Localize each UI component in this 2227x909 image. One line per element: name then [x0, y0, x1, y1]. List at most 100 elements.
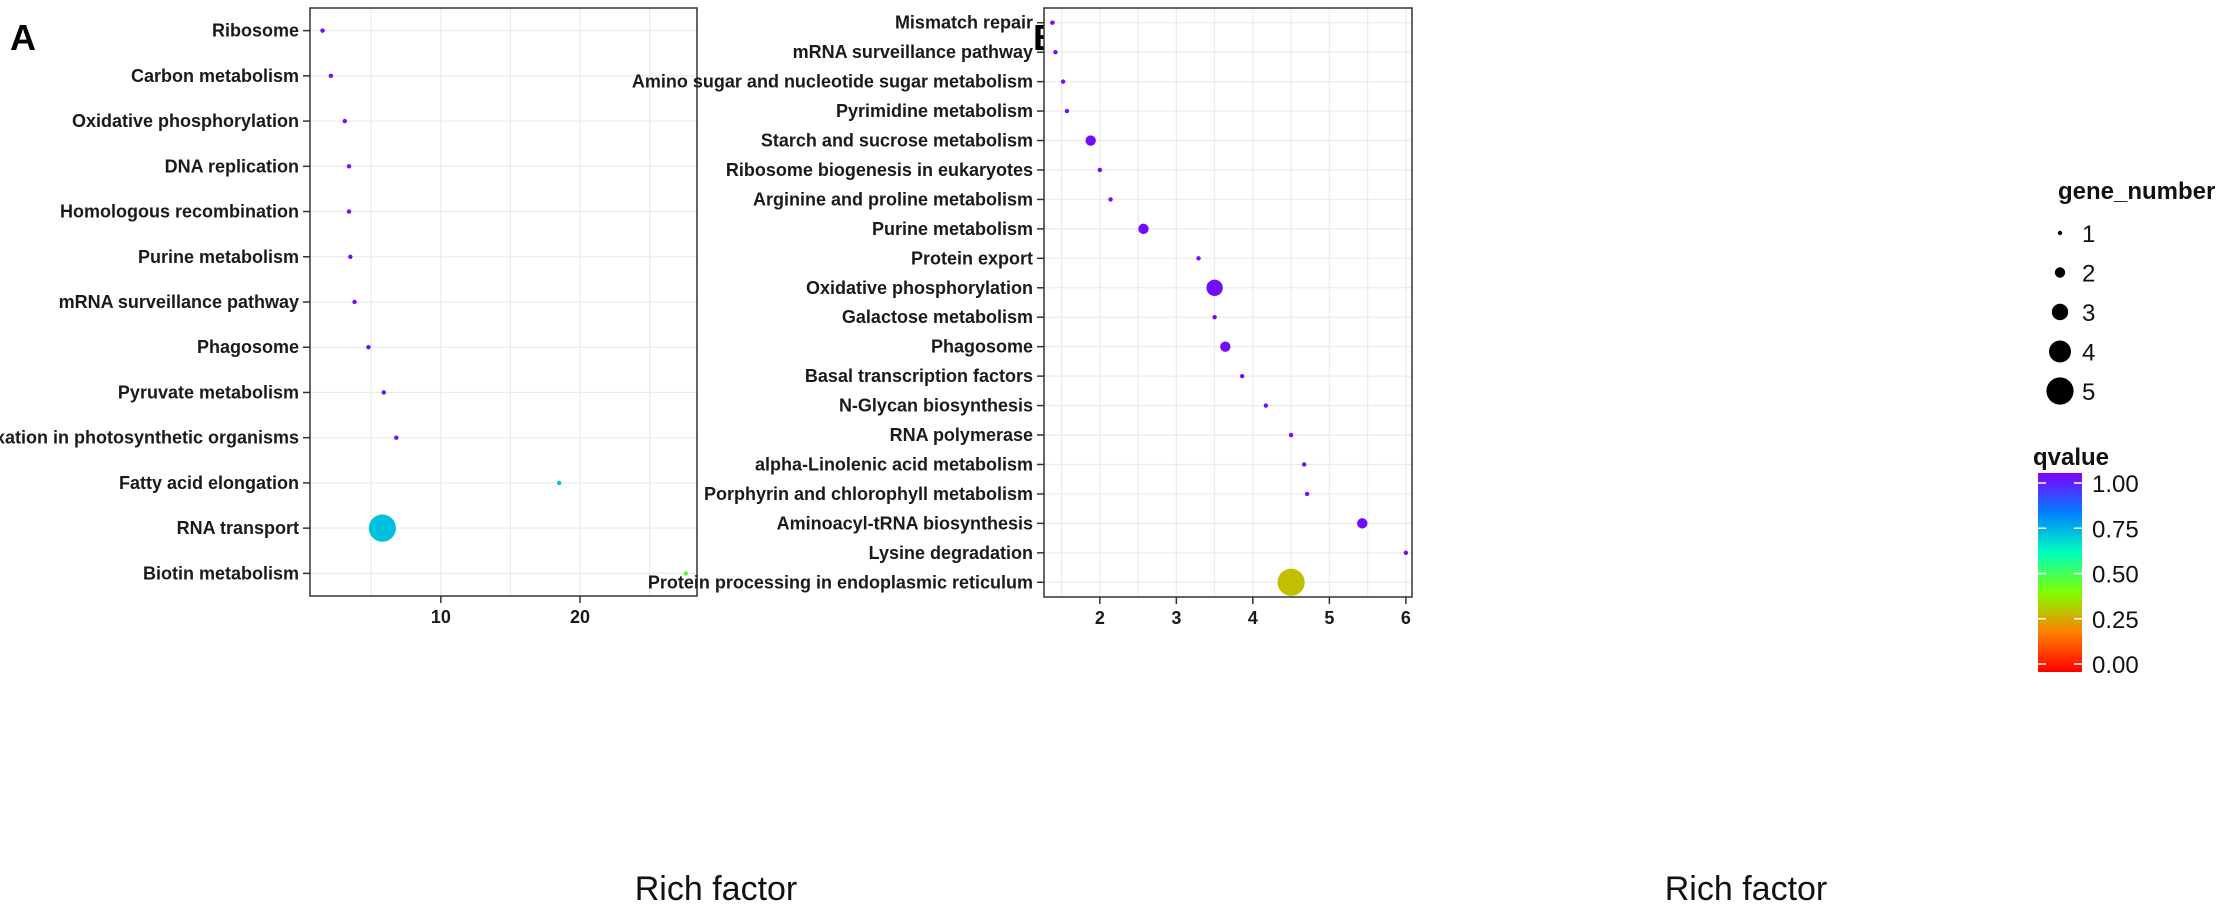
panel-a-data-point	[320, 28, 325, 33]
panel-b-data-point	[1212, 315, 1217, 320]
panel-b-x-tick-label: 4	[1248, 608, 1258, 628]
panel-b-data-point	[1263, 403, 1269, 408]
panel-b-data-point	[1357, 518, 1368, 529]
panel-a-x-axis-title: Rich factor	[635, 870, 798, 908]
legend-color-label: 0.25	[2092, 607, 2139, 634]
panel-a-data-point	[328, 73, 334, 79]
panel-b-data-point	[1085, 135, 1096, 146]
panel-b-data-point	[1108, 197, 1113, 202]
panel-b-category-label: Arginine and proline metabolism	[753, 189, 1033, 209]
panel-a-label: A	[10, 17, 36, 58]
panel-a-category-label: DNA replication	[165, 156, 299, 176]
panel-a-data-point	[348, 254, 353, 259]
panel-b-data-point	[1138, 223, 1149, 235]
panel-a-category-label: RNA transport	[177, 518, 299, 538]
panel-a-x-tick-label: 10	[431, 607, 451, 627]
panel-b-category-label: Protein export	[911, 248, 1033, 268]
panel-b-data-point	[1064, 108, 1070, 114]
panel-b-category-label: RNA polymerase	[890, 425, 1033, 445]
panel-b-data-point	[1196, 256, 1201, 261]
panel-b-category-label: Ribosome biogenesis in eukaryotes	[726, 160, 1033, 180]
legend-size-key	[2054, 267, 2066, 278]
legend-size-label: 2	[2082, 261, 2095, 288]
panel-b-data-point	[1060, 79, 1066, 84]
panel-b-data-point	[1220, 341, 1231, 352]
panel-b-x-tick-label: 6	[1401, 608, 1411, 628]
panel-b-category-label: Pyrimidine metabolism	[836, 101, 1033, 121]
panel-a-data-point	[683, 571, 689, 576]
panel-a-frame	[309, 7, 698, 597]
panel-b-x-tick-label: 5	[1324, 608, 1334, 628]
panel-b-category-label: Mismatch repair	[895, 13, 1033, 33]
panel-b-category-label: Aminoacyl-tRNA biosynthesis	[777, 513, 1033, 533]
panel-a-category-label: Carbon metabolism	[131, 66, 299, 86]
panel-b-data-point	[1403, 550, 1409, 556]
panel-a-category-label: Oxidative phosphorylation	[72, 111, 299, 131]
panel-a-data-point	[346, 209, 352, 214]
panel-a-data-point	[366, 345, 371, 350]
panel-b-category-label: Amino sugar and nucleotide sugar metabol…	[632, 72, 1033, 92]
legend-color-ticks: 1.00 0.75 0.50 0.25 0.00	[2038, 471, 2139, 679]
panel-b-x-tick-label: 3	[1171, 608, 1181, 628]
panel-b-data-point	[1277, 568, 1305, 596]
panel-a-category-label: mRNA surveillance pathway	[59, 292, 299, 312]
panel-b-category-label: N-Glycan biosynthesis	[839, 396, 1033, 416]
panel-a-category-label: Ribosome	[212, 21, 299, 41]
legend-size-label: 4	[2082, 340, 2095, 367]
panel-a-data-point	[352, 299, 357, 305]
panel-a-category-label: Fatty acid elongation	[119, 473, 299, 493]
panel-a-plot: Ribosome Carbon metabolism Oxidative phosp…	[0, 7, 698, 627]
legend-size-key	[2046, 377, 2074, 405]
panel-b-category-label: Porphyrin and chlorophyll metabolism	[704, 484, 1033, 504]
panel-a-category-label: Pyruvate metabolism	[118, 382, 299, 402]
panel-b-plot: Mismatch repair mRNA surveillance pathway…	[632, 7, 1413, 628]
panel-b-data-point	[1050, 20, 1055, 25]
panel-a-data-point	[394, 435, 399, 440]
legend-size-title: gene_number	[2058, 178, 2215, 205]
panel-b-category-label: Galactose metabolism	[842, 307, 1033, 327]
panel-a-data-point	[342, 118, 348, 124]
legend-size-label: 1	[2082, 221, 2095, 248]
panel-a-data-point	[368, 514, 396, 542]
panel-b-data-point	[1206, 279, 1223, 296]
panel-a-data-point	[381, 390, 386, 395]
legend-color-title: qvalue	[2033, 444, 2109, 471]
panel-a-category-label: Purine metabolism	[138, 247, 299, 267]
panel-b-data-point	[1288, 432, 1294, 438]
panel-a-data-point	[346, 164, 352, 169]
legend-size-label: 5	[2082, 379, 2095, 406]
legend-color-label: 0.75	[2092, 516, 2139, 543]
panel-b-category-label: Starch and sucrose metabolism	[761, 131, 1033, 151]
panel-b-data-point	[1053, 49, 1058, 55]
legend-size-label: 3	[2082, 300, 2095, 327]
panel-b-data-point	[1239, 373, 1245, 379]
panel-b-data-point	[1097, 167, 1103, 173]
panel-b-data-point	[1301, 462, 1307, 467]
panel-b-category-label: alpha-Linolenic acid metabolism	[755, 454, 1033, 474]
legend-size-keys: 1 2 3 4 5	[2046, 221, 2095, 406]
panel-a-category-label: Phagosome	[197, 337, 299, 357]
legend-size-key	[2057, 230, 2063, 236]
legend-size-key	[2049, 340, 2071, 363]
panel-a-category-label: Biotin metabolism	[143, 563, 299, 583]
panel-b-x-tick-label: 2	[1095, 608, 1105, 628]
panel-b-frame	[1043, 7, 1413, 598]
panel-a-category-label: Homologous recombination	[60, 202, 299, 222]
panel-b-category-label: Purine metabolism	[872, 219, 1033, 239]
panel-b-category-label: Lysine degradation	[869, 543, 1033, 563]
legend: gene_number 1 2 3 4 5 qvalue 1.00 0.75 0.50 0.2…	[2033, 178, 2215, 679]
panel-b-category-label: Basal transcription factors	[805, 366, 1033, 386]
legend-colorbar	[2038, 473, 2082, 672]
legend-size-key	[2051, 303, 2069, 321]
panel-a-data-point	[556, 480, 562, 486]
panel-b-category-label: Oxidative phosphorylation	[806, 278, 1033, 298]
panel-b-background	[1044, 8, 1412, 597]
panel-b-category-label: Protein processing in endoplasmic reticu…	[648, 572, 1033, 592]
panel-a-x-tick-label: 20	[570, 607, 590, 627]
panel-b-category-label: Phagosome	[931, 337, 1033, 357]
legend-color-label: 1.00	[2092, 471, 2139, 498]
panel-a-category-label: Carbon fixation in photosynthetic organi…	[0, 428, 299, 448]
legend-color-label: 0.50	[2092, 562, 2139, 589]
legend-color-label: 0.00	[2092, 652, 2139, 679]
